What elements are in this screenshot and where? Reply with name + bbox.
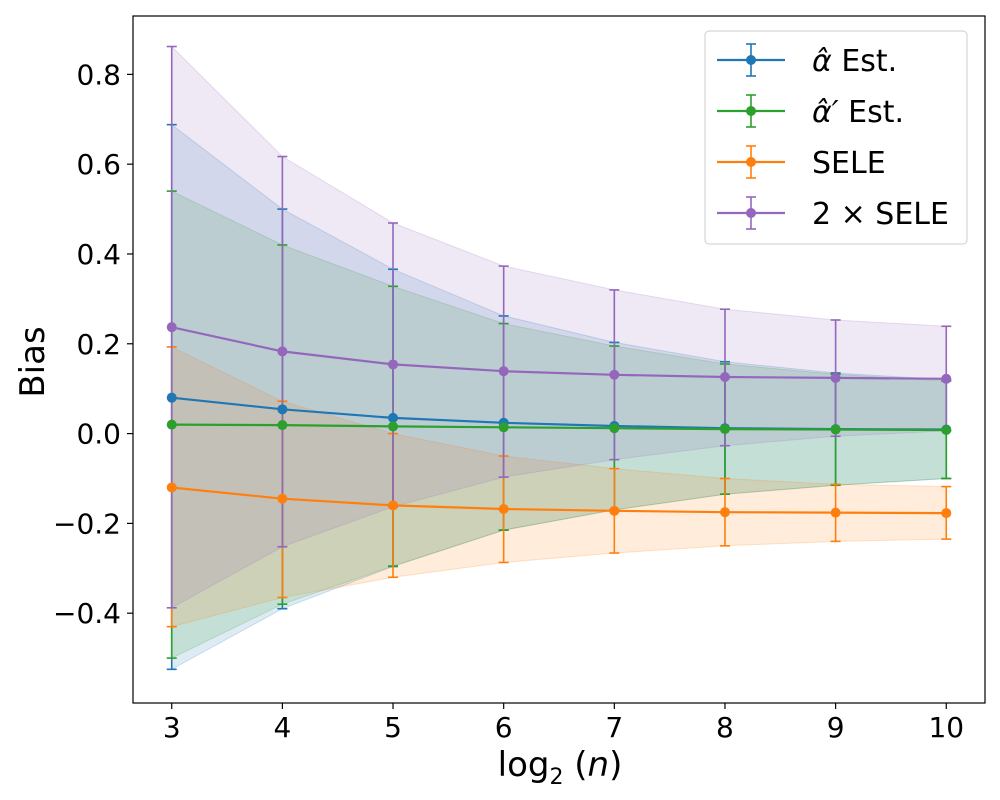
legend-box bbox=[704, 30, 968, 245]
y-tick-label: 0.8 bbox=[76, 58, 121, 91]
series-3-point bbox=[277, 493, 288, 504]
y-tick-label: −0.4 bbox=[53, 597, 121, 630]
x-axis-title: log2 (n) bbox=[498, 745, 623, 790]
series-3-point bbox=[719, 507, 730, 518]
legend-entry-3: SELE bbox=[717, 145, 886, 181]
series-2-point bbox=[719, 424, 730, 435]
legend-entry-3-label: SELE bbox=[812, 146, 886, 181]
series-4-point bbox=[498, 366, 509, 377]
series-4-line bbox=[171, 326, 947, 380]
x-tick-label: 6 bbox=[495, 711, 513, 744]
series-4-point bbox=[609, 369, 620, 380]
x-axis-title-variable: n bbox=[588, 745, 610, 785]
series-2-point bbox=[277, 420, 288, 431]
series-2-point bbox=[498, 422, 509, 433]
series-1-point bbox=[388, 412, 399, 423]
series-2-line bbox=[171, 423, 947, 432]
series-3-point bbox=[830, 507, 841, 518]
series-2-point bbox=[609, 423, 620, 434]
x-tick-label: 4 bbox=[273, 711, 291, 744]
x-axis-title-open: ( bbox=[563, 745, 587, 785]
series-2-point bbox=[941, 424, 952, 435]
legend-entry-1-marker bbox=[746, 55, 756, 65]
x-axis-title-log: log bbox=[498, 745, 550, 785]
legend-entry-2-label: α̂′ Est. bbox=[812, 95, 904, 130]
legend-entry-3-label-symbol: SELE bbox=[812, 146, 886, 181]
series-3-point bbox=[609, 505, 620, 516]
plot-area-frame bbox=[132, 15, 986, 704]
series-4-point bbox=[277, 346, 288, 357]
series-4-point bbox=[941, 373, 952, 384]
data-markers bbox=[166, 322, 952, 519]
series-1-point bbox=[166, 392, 177, 403]
y-axis-title: Bias bbox=[13, 326, 53, 397]
series-3-point bbox=[941, 508, 952, 519]
series-3-point bbox=[498, 504, 509, 515]
x-tick-label: 10 bbox=[928, 711, 964, 744]
y-tick-label: 0.4 bbox=[76, 238, 121, 271]
y-tick-label: 0.6 bbox=[76, 148, 121, 181]
series-4-point bbox=[166, 322, 177, 333]
series-1-point bbox=[277, 404, 288, 415]
x-tick-label: 8 bbox=[716, 711, 734, 744]
legend-entry-3-marker bbox=[746, 157, 756, 167]
series-4-point bbox=[719, 372, 730, 383]
x-tick-label: 5 bbox=[384, 711, 402, 744]
x-tick-label: 3 bbox=[163, 711, 181, 744]
series-2-point bbox=[388, 421, 399, 432]
legend-entry-4: 2 × SELE bbox=[717, 196, 949, 232]
series-4-point bbox=[388, 359, 399, 370]
legend-entry-2: α̂′ Est. bbox=[717, 94, 904, 130]
x-tick-label: 9 bbox=[827, 711, 845, 744]
series-3-point bbox=[388, 500, 399, 511]
series-2-point bbox=[166, 419, 177, 430]
legend-entry-2-label-suffix: Est. bbox=[839, 95, 904, 130]
legend-entry-1-label-suffix: Est. bbox=[832, 44, 897, 79]
series-3-point bbox=[166, 482, 177, 493]
series-2-point bbox=[830, 424, 841, 435]
y-tick-label: −0.2 bbox=[53, 507, 121, 540]
x-axis-title-subscript: 2 bbox=[549, 765, 563, 790]
legend-entry-2-marker bbox=[746, 106, 756, 116]
legend-entry-2-label-symbol: α̂′ bbox=[812, 95, 839, 130]
legend-entry-4-label: 2 × SELE bbox=[812, 197, 949, 232]
legend-entry-4-marker bbox=[746, 208, 756, 218]
legend-entry-1-label-symbol: α̂ bbox=[812, 44, 832, 79]
series-4-point bbox=[830, 372, 841, 383]
x-axis-ticks: 3 4 5 6 7 8 9 10 bbox=[163, 703, 964, 744]
legend-entry-1-label: α̂ Est. bbox=[812, 44, 897, 79]
legend-entry-4-label-symbol: 2 × SELE bbox=[812, 197, 949, 232]
y-tick-label: 0.2 bbox=[76, 328, 121, 361]
y-axis-ticks: −0.4 −0.2 0.0 0.2 0.4 0.6 0.8 bbox=[53, 58, 133, 630]
x-axis-title-close: ) bbox=[609, 745, 622, 785]
y-tick-label: 0.0 bbox=[76, 418, 121, 451]
series-lines bbox=[171, 326, 947, 515]
legend-entry-1: α̂ Est. bbox=[717, 43, 897, 79]
series-3-line bbox=[171, 486, 947, 515]
x-tick-label: 7 bbox=[605, 711, 623, 744]
